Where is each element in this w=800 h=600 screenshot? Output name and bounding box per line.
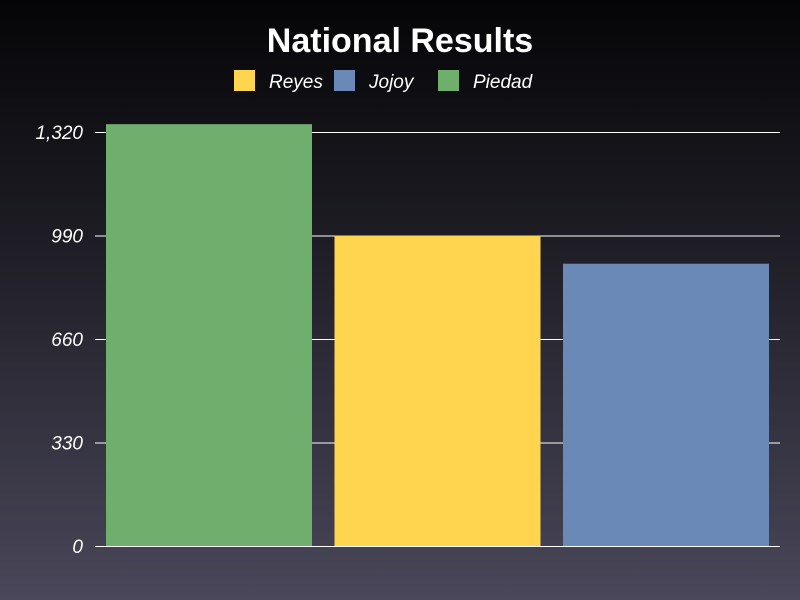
- legend-swatch-piedad: [438, 70, 459, 91]
- bars: [106, 124, 769, 546]
- legend-label-piedad: Piedad: [473, 72, 534, 93]
- y-tick-label: 660: [51, 330, 83, 351]
- bar-reyes: [334, 235, 541, 546]
- bar-jojoy: [563, 263, 769, 546]
- y-tick-label: 1,320: [35, 123, 83, 144]
- y-tick-label: 990: [51, 227, 83, 248]
- legend-swatch-reyes: [234, 70, 255, 91]
- legend-swatch-jojoy: [334, 70, 355, 91]
- legend-label-jojoy: Jojoy: [368, 72, 415, 93]
- y-axis-ticks: 0 330 660 990 1,320: [35, 123, 83, 558]
- y-tick-label: 0: [72, 537, 83, 558]
- chart-title: National Results: [267, 22, 533, 60]
- legend-label-reyes: Reyes: [269, 72, 323, 93]
- bar-piedad: [106, 124, 312, 546]
- legend: Reyes Jojoy Piedad: [234, 70, 534, 93]
- y-tick-label: 330: [51, 434, 83, 455]
